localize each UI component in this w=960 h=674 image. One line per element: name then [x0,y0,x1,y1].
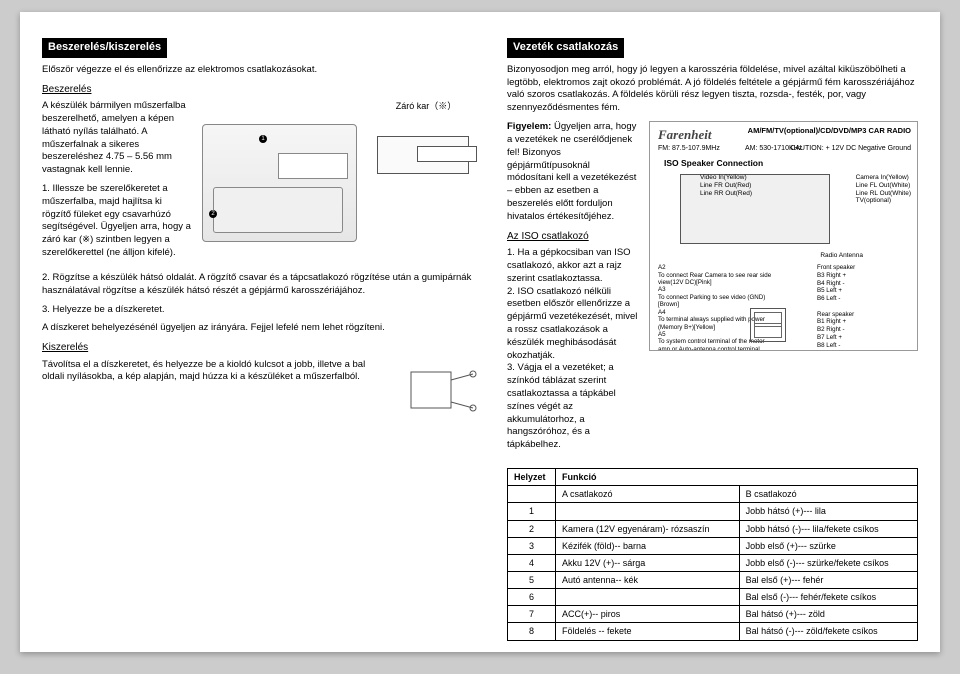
connector-right-list: Camera In(Yellow) Line FL Out(White) Lin… [856,174,911,205]
connector-speaker-block: Front speaker B3 Right + B4 Right - B5 L… [817,264,911,349]
cell-a: Akku 12V (+)-- sárga [556,554,740,571]
install-text-col: A készülék bármilyen műszerfalba beszere… [42,100,192,266]
right-intro: Bizonyosodjon meg arról, hogy jó legyen … [507,64,918,115]
connector-table: Helyzet Funkció A csatlakozó B csatlakoz… [507,468,918,640]
cell-a: ACC(+)-- piros [556,606,740,623]
brand-label: Farenheit [658,126,711,144]
cell-a: Autó antenna-- kék [556,571,740,588]
dashboard-diagram: 1 2 [202,100,357,266]
left-intro: Először végezze el és ellenőrizze az ele… [42,64,485,77]
callout-2-icon: 2 [209,210,217,218]
table-row: 5Autó antenna-- kékBal első (+)--- fehér [508,571,918,588]
cell-num: 1 [508,503,556,520]
cell-num: 2 [508,520,556,537]
cell-num: 7 [508,606,556,623]
table-body: 1Jobb hátsó (+)--- lila2Kamera (12V egye… [508,503,918,640]
key-diagram [399,359,485,423]
cell-num: 3 [508,537,556,554]
table-row: 7ACC(+)-- pirosBal hátsó (+)--- zöld [508,606,918,623]
cell-b: Bal hátsó (+)--- zöld [739,606,917,623]
kiszereles-heading: Kiszerelés [42,341,485,355]
cell-b: Jobb első (-)--- szürke/fekete csíkos [739,554,917,571]
table-row: 4Akku 12V (+)-- sárgaJobb első (-)--- sz… [508,554,918,571]
right-top-row: Figyelem: Ügyeljen arra, hogy a vezetéke… [507,121,918,458]
p4: 3. Helyezze be a díszkeretet. [42,304,485,317]
th-b: B csatlakozó [739,486,917,503]
dashboard-panel [213,187,343,233]
cell-b: Jobb hátsó (+)--- lila [739,503,917,520]
cell-b: Jobb első (+)--- szürke [739,537,917,554]
cell-a [556,589,740,606]
th-a: A csatlakozó [556,486,740,503]
dashboard-shape: 1 2 [202,124,357,242]
p2: 1. Illessze be szerelőkeretet a műszerfa… [42,183,192,260]
zaro-tray [417,146,477,162]
callout-1-icon: 1 [259,135,267,143]
iso-spk-title: ISO Speaker Connection [664,158,763,169]
warn-para: Figyelem: Ügyeljen arra, hogy a vezetéke… [507,121,639,224]
p5: A díszkeret behelyezésénél ügyeljen az i… [42,322,485,335]
cell-num: 5 [508,571,556,588]
cell-b: Bal hátsó (-)--- zöld/fekete csíkos [739,623,917,640]
warn-label: Figyelem: [507,121,551,132]
right-column: Vezeték csatlakozás Bizonyosodjon meg ar… [507,38,918,634]
table-row: 1 Jobb hátsó (+)--- lila [508,503,918,520]
key-icon [405,364,479,418]
cell-a [556,503,740,520]
kiszer-row: Távolítsa el a díszkeretet, és helyezze … [42,359,485,423]
zaro-box: Záró kar（※） [367,100,485,266]
table-row: 6 Bal első (-)--- fehér/fekete csíkos [508,589,918,606]
cell-num: 4 [508,554,556,571]
install-row: A készülék bármilyen műszerfalba beszere… [42,100,485,266]
connector-header: AM/FM/TV(optional)/CD/DVD/MP3 CAR RADIO [748,126,911,136]
th-helyzet: Helyzet [508,469,556,486]
cell-b: Bal első (-)--- fehér/fekete csíkos [739,589,917,606]
beszereles-heading: Beszerelés [42,83,485,97]
cell-b: Jobb hátsó (-)--- lila/fekete csíkos [739,520,917,537]
zaro-label: Záró kar（※） [367,100,485,112]
iso-heading: Az ISO csatlakozó [507,230,639,244]
connector-diagram: Farenheit AM/FM/TV(optional)/CD/DVD/MP3 … [649,121,918,351]
dashboard-slot [278,153,348,179]
page: Beszerelés/kiszerelés Először végezze el… [20,12,940,652]
iso-plug-shape [750,308,786,342]
caution-label: CAUTION: + 12V DC Negative Ground [790,144,911,153]
cell-a: Kamera (12V egyenáram)- rózsaszín [556,520,740,537]
cell-num: 6 [508,589,556,606]
cell-a: Földelés -- fekete [556,623,740,640]
connector-left-list: Video In(Yellow) Line FR Out(Red) Line R… [700,174,752,197]
right-title: Vezeték csatlakozás [507,38,624,58]
iso-body: 1. Ha a gépkocsiban van ISO csatlakozó, … [507,247,639,452]
right-narrow-col: Figyelem: Ügyeljen arra, hogy a vezetéke… [507,121,639,458]
p3: 2. Rögzítse a készülék hátsó oldalát. A … [42,272,485,298]
cell-num: 8 [508,623,556,640]
table-row: A csatlakozó B csatlakozó [508,486,918,503]
table-row: 2Kamera (12V egyenáram)- rózsaszínJobb h… [508,520,918,537]
p1: A készülék bármilyen műszerfalba beszere… [42,100,192,177]
fm-label: FM: 87.5-107.9MHz [658,144,720,153]
th-blank [508,486,556,503]
warn-body: Ügyeljen arra, hogy a vezetékek ne cseré… [507,121,636,222]
p6: Távolítsa el a díszkeretet, és helyezze … [42,359,387,385]
table-row: Helyzet Funkció [508,469,918,486]
left-title: Beszerelés/kiszerelés [42,38,167,58]
zaro-diagram [367,116,479,186]
cell-b: Bal első (+)--- fehér [739,571,917,588]
th-funkcio: Funkció [556,469,918,486]
table-row: 8Földelés -- feketeBal hátsó (-)--- zöld… [508,623,918,640]
cell-a: Kézifék (föld)-- barna [556,537,740,554]
table-row: 3Kézifék (föld)-- barnaJobb első (+)--- … [508,537,918,554]
radio-antenna-label: Radio Antenna [820,252,863,261]
left-column: Beszerelés/kiszerelés Először végezze el… [42,38,485,634]
